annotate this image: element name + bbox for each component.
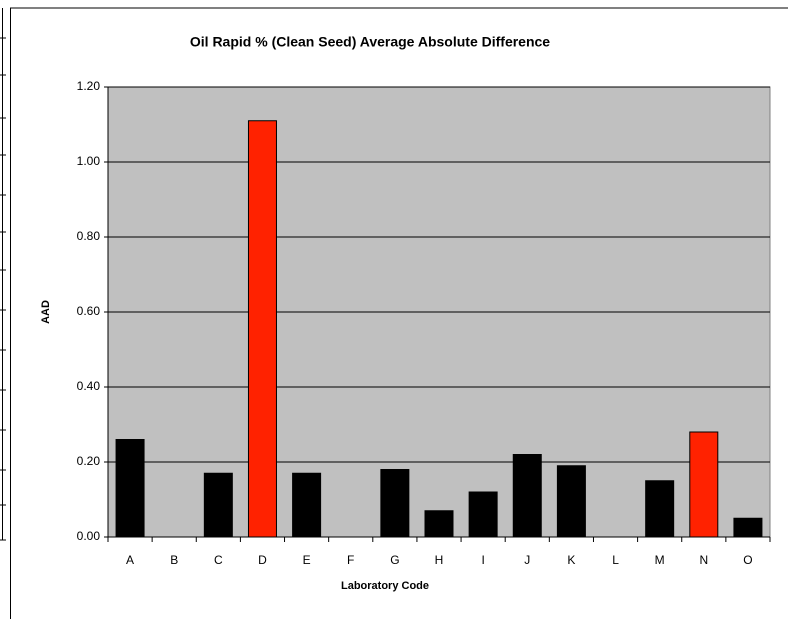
x-tick-label: B [170, 553, 178, 567]
x-tick-label: C [214, 553, 223, 567]
frame [0, 7, 788, 619]
x-tick-label: F [347, 553, 354, 567]
bar [247, 120, 277, 538]
x-tick-label: H [435, 553, 444, 567]
x-tick-label: D [258, 553, 267, 567]
chart-title: Oil Rapid % (Clean Seed) Average Absolut… [190, 34, 550, 50]
bar [468, 491, 498, 538]
y-tick-label: 0.40 [77, 379, 101, 393]
y-axis-title: AAD [40, 300, 52, 324]
bar [645, 480, 675, 538]
x-tick-label: O [743, 553, 752, 567]
bar [512, 454, 542, 538]
x-axis-title: Laboratory Code [341, 580, 429, 592]
bar [733, 517, 763, 538]
bar [203, 472, 233, 538]
x-tick-label: M [655, 553, 665, 567]
y-tick-label: 1.00 [77, 154, 101, 168]
x-tick-label: I [481, 553, 484, 567]
bar [292, 472, 322, 538]
y-tick-label: 0.60 [77, 304, 101, 318]
x-tick-label: N [699, 553, 708, 567]
x-tick-label: L [612, 553, 619, 567]
x-tick-label: A [126, 553, 134, 567]
bar [380, 469, 410, 538]
x-tick-label: E [303, 553, 311, 567]
bar [556, 465, 586, 538]
y-tick-label: 0.20 [77, 454, 101, 468]
y-tick-label: 0.00 [77, 529, 101, 543]
bar [689, 431, 719, 538]
x-tick-label: J [524, 553, 530, 567]
x-tick-label: K [567, 553, 575, 567]
bar [424, 510, 454, 538]
bar [115, 439, 145, 538]
y-tick-label: 1.20 [77, 79, 101, 93]
y-tick-label: 0.80 [77, 229, 101, 243]
x-tick-label: G [390, 553, 399, 567]
